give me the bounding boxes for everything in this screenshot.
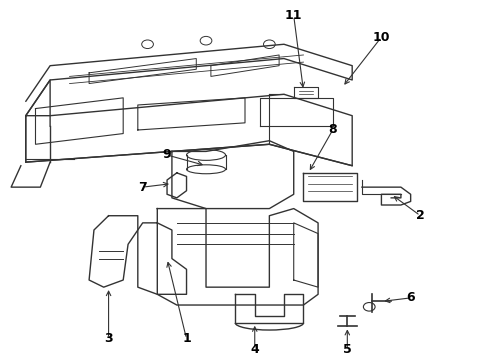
Text: 4: 4 bbox=[250, 343, 259, 356]
Text: 11: 11 bbox=[285, 9, 302, 22]
Text: 3: 3 bbox=[104, 333, 113, 346]
Text: 7: 7 bbox=[138, 181, 147, 194]
Text: 6: 6 bbox=[406, 291, 415, 305]
Text: 5: 5 bbox=[343, 343, 352, 356]
Text: 2: 2 bbox=[416, 209, 425, 222]
Text: 10: 10 bbox=[373, 31, 390, 44]
Text: 8: 8 bbox=[328, 123, 337, 136]
Text: 9: 9 bbox=[163, 148, 172, 162]
Text: 1: 1 bbox=[182, 333, 191, 346]
